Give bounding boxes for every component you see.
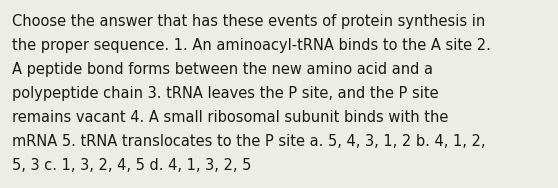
- Text: the proper sequence. 1. An aminoacyl-tRNA binds to the A site 2.: the proper sequence. 1. An aminoacyl-tRN…: [12, 38, 491, 53]
- Text: Choose the answer that has these events of protein synthesis in: Choose the answer that has these events …: [12, 14, 485, 29]
- Text: mRNA 5. tRNA translocates to the P site a. 5, 4, 3, 1, 2 b. 4, 1, 2,: mRNA 5. tRNA translocates to the P site …: [12, 134, 485, 149]
- Text: A peptide bond forms between the new amino acid and a: A peptide bond forms between the new ami…: [12, 62, 433, 77]
- Text: remains vacant 4. A small ribosomal subunit binds with the: remains vacant 4. A small ribosomal subu…: [12, 110, 449, 125]
- Text: 5, 3 c. 1, 3, 2, 4, 5 d. 4, 1, 3, 2, 5: 5, 3 c. 1, 3, 2, 4, 5 d. 4, 1, 3, 2, 5: [12, 158, 251, 173]
- Text: polypeptide chain 3. tRNA leaves the P site, and the P site: polypeptide chain 3. tRNA leaves the P s…: [12, 86, 439, 101]
